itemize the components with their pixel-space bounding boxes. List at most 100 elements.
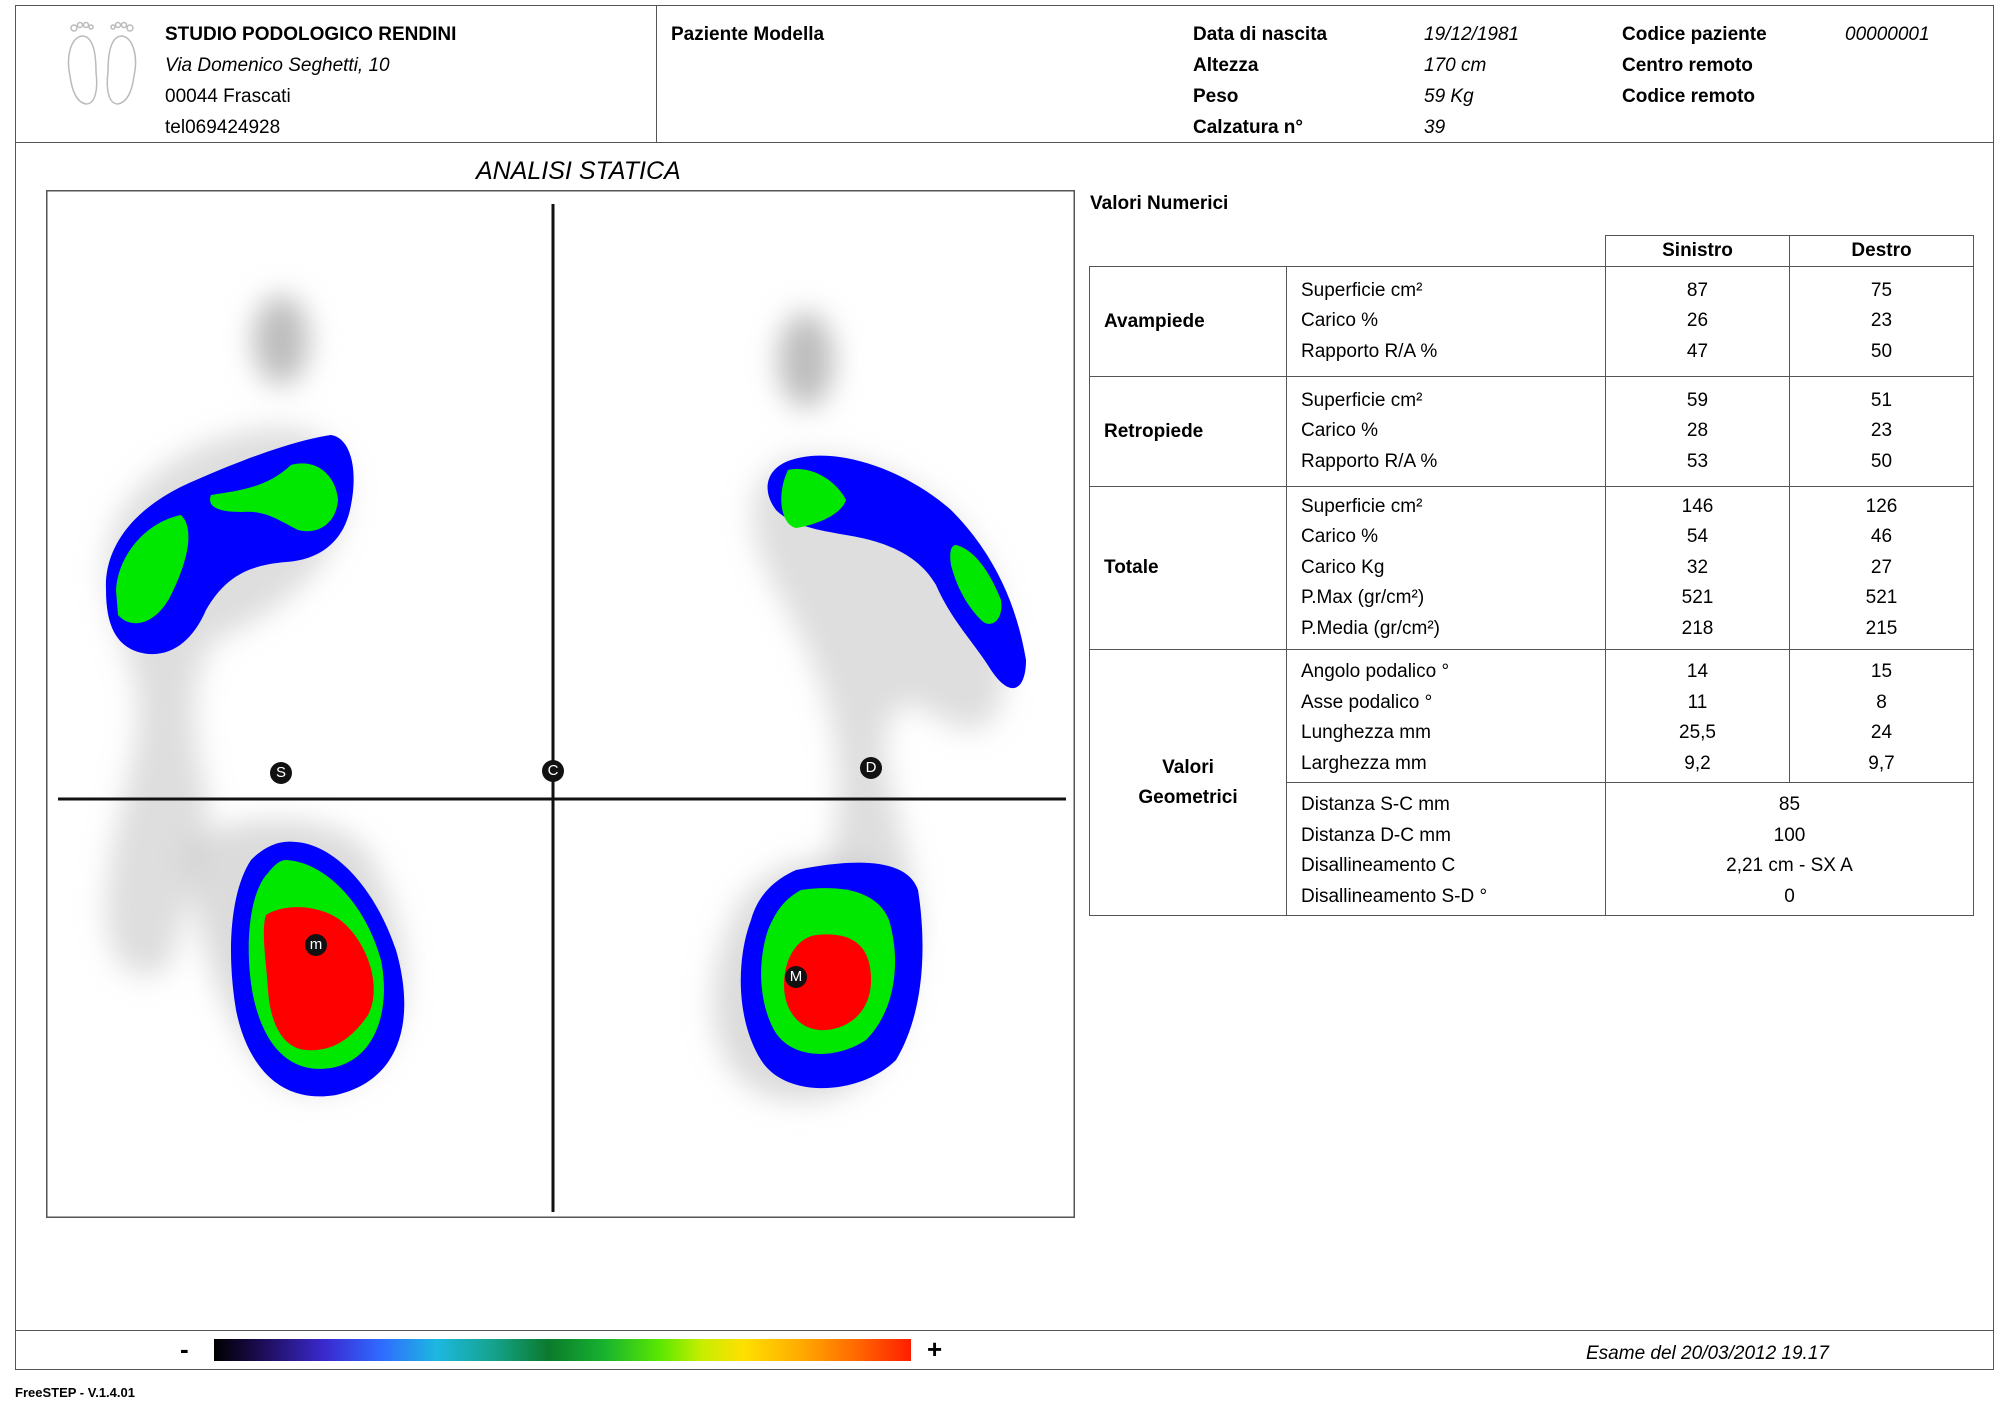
- merged-value: 2,21 cm - SX A: [1726, 855, 1853, 876]
- height-value: 170 cm: [1424, 55, 1487, 76]
- value-left: 53: [1686, 450, 1709, 472]
- group-totale: Totale Superficie cm² Carico % Carico Kg P.…: [1089, 486, 1974, 650]
- value-left: 521: [1681, 587, 1714, 609]
- value-left: 26: [1686, 310, 1709, 332]
- value-right: 24: [1870, 722, 1893, 743]
- pressure-map: [46, 190, 1075, 1218]
- values-table: Sinistro Destro Avampiede Superficie cm²…: [1089, 235, 1974, 916]
- value-left: 11: [1687, 691, 1708, 713]
- studio-phone: tel069424928: [165, 117, 281, 138]
- value-left: 47: [1686, 340, 1709, 362]
- row-label: Rapporto R/A %: [1301, 340, 1438, 362]
- value-left: 87: [1686, 279, 1709, 301]
- merged-value: 100: [1773, 824, 1806, 846]
- code-value: 00000001: [1845, 24, 1930, 45]
- row-label: Superficie cm²: [1301, 495, 1423, 517]
- value-left: 25,5: [1679, 722, 1716, 743]
- row-label: Disallineamento C: [1301, 855, 1456, 876]
- row-label: Distanza D-C mm: [1301, 824, 1451, 846]
- right-forefoot-pressure: [767, 455, 1026, 689]
- value-right: 23: [1870, 420, 1893, 442]
- col-header-right: Destro: [1789, 235, 1974, 267]
- marker-m-right: M: [785, 966, 807, 988]
- values-title: Valori Numerici: [1090, 193, 1229, 214]
- col-header-left: Sinistro: [1605, 235, 1790, 267]
- value-right: 51: [1870, 389, 1893, 411]
- value-left: 54: [1686, 526, 1709, 548]
- header-divider: [15, 142, 1994, 143]
- row-label: Superficie cm²: [1301, 389, 1423, 411]
- studio-address: Via Domenico Seghetti, 10: [165, 55, 390, 76]
- value-right: 215: [1865, 617, 1898, 639]
- merged-value: 0: [1784, 885, 1795, 907]
- group-valori-geometrici: Valori Geometrici Angolo podalico ° Asse p…: [1089, 649, 1974, 916]
- left-heel-pressure: [231, 841, 405, 1097]
- value-left: 146: [1681, 495, 1714, 517]
- exam-date: Esame del 20/03/2012 19.17: [1586, 1343, 1829, 1364]
- scale-plus-label: +: [927, 1334, 943, 1364]
- value-left: 59: [1686, 389, 1709, 411]
- row-label: P.Media (gr/cm²): [1301, 617, 1441, 639]
- scale-minus-label: -: [180, 1334, 189, 1364]
- value-right: 15: [1870, 661, 1893, 682]
- footer-divider: [15, 1330, 1994, 1331]
- marker-m-left: m: [305, 934, 327, 956]
- value-left: 9,2: [1684, 752, 1711, 774]
- height-label: Altezza: [1193, 55, 1259, 76]
- remote-center-label: Centro remoto: [1622, 55, 1753, 76]
- patient-name: Paziente Modella: [671, 24, 825, 45]
- value-right: 75: [1870, 279, 1893, 301]
- value-right: 126: [1865, 495, 1898, 517]
- birth-value: 19/12/1981: [1424, 24, 1520, 45]
- row-label: Asse podalico °: [1301, 691, 1433, 713]
- row-label: Lunghezza mm: [1301, 722, 1431, 743]
- pressure-color-scale: [214, 1339, 911, 1361]
- group-merged-distances: Distanza S-C mm Distanza D-C mm Disallinea…: [1090, 782, 1974, 916]
- group-label: Avampiede: [1089, 266, 1287, 377]
- app-version: FreeSTEP - V.1.4.01: [15, 1385, 135, 1400]
- weight-value: 59 Kg: [1424, 86, 1474, 107]
- row-label: Carico %: [1301, 310, 1379, 332]
- code-label: Codice paziente: [1622, 24, 1767, 45]
- row-label: P.Max (gr/cm²): [1301, 587, 1425, 609]
- row-label: Disallineamento S-D °: [1301, 885, 1488, 907]
- group-label-text: Valori Geometrici: [1138, 756, 1238, 808]
- analysis-title: ANALISI STATICA: [476, 157, 681, 185]
- shoe-value: 39: [1424, 117, 1446, 138]
- value-left: 218: [1681, 617, 1714, 639]
- report-frame: [15, 5, 1994, 1370]
- row-label: Superficie cm²: [1301, 279, 1423, 301]
- group-label: Valori Geometrici: [1089, 649, 1287, 916]
- studio-name: STUDIO PODOLOGICO RENDINI: [165, 24, 457, 45]
- weight-label: Peso: [1193, 86, 1239, 107]
- birth-label: Data di nascita: [1193, 24, 1328, 45]
- group-retropiede: Retropiede Superficie cm² Carico % Rapport…: [1089, 376, 1974, 487]
- row-label: Distanza S-C mm: [1301, 794, 1450, 815]
- studio-city: 00044 Frascati: [165, 86, 291, 107]
- marker-c: C: [542, 760, 564, 782]
- value-left: 32: [1686, 556, 1709, 578]
- value-right: 27: [1870, 556, 1893, 578]
- right-heel-pressure: [740, 862, 923, 1089]
- row-label: Larghezza mm: [1301, 752, 1427, 774]
- row-label: Rapporto R/A %: [1301, 450, 1438, 472]
- value-right: 8: [1876, 691, 1887, 713]
- marker-d: D: [860, 757, 882, 779]
- left-forefoot-pressure: [105, 435, 354, 655]
- shoe-label: Calzatura n°: [1193, 117, 1304, 138]
- group-label: Totale: [1089, 486, 1287, 650]
- value-right: 23: [1870, 310, 1893, 332]
- group-avampiede: Avampiede Superficie cm² Carico % Rapporto…: [1089, 266, 1974, 377]
- marker-s: S: [270, 762, 292, 784]
- merged-value: 85: [1778, 794, 1801, 815]
- row-label: Carico %: [1301, 420, 1379, 442]
- row-label: Carico %: [1301, 526, 1379, 548]
- value-right: 50: [1870, 450, 1893, 472]
- value-right: 9,7: [1868, 752, 1895, 774]
- row-label: Carico Kg: [1301, 556, 1385, 578]
- value-right: 46: [1870, 526, 1893, 548]
- group-label: Retropiede: [1089, 376, 1287, 487]
- value-left: 14: [1686, 661, 1709, 682]
- value-right: 521: [1865, 587, 1898, 609]
- value-right: 50: [1870, 340, 1893, 362]
